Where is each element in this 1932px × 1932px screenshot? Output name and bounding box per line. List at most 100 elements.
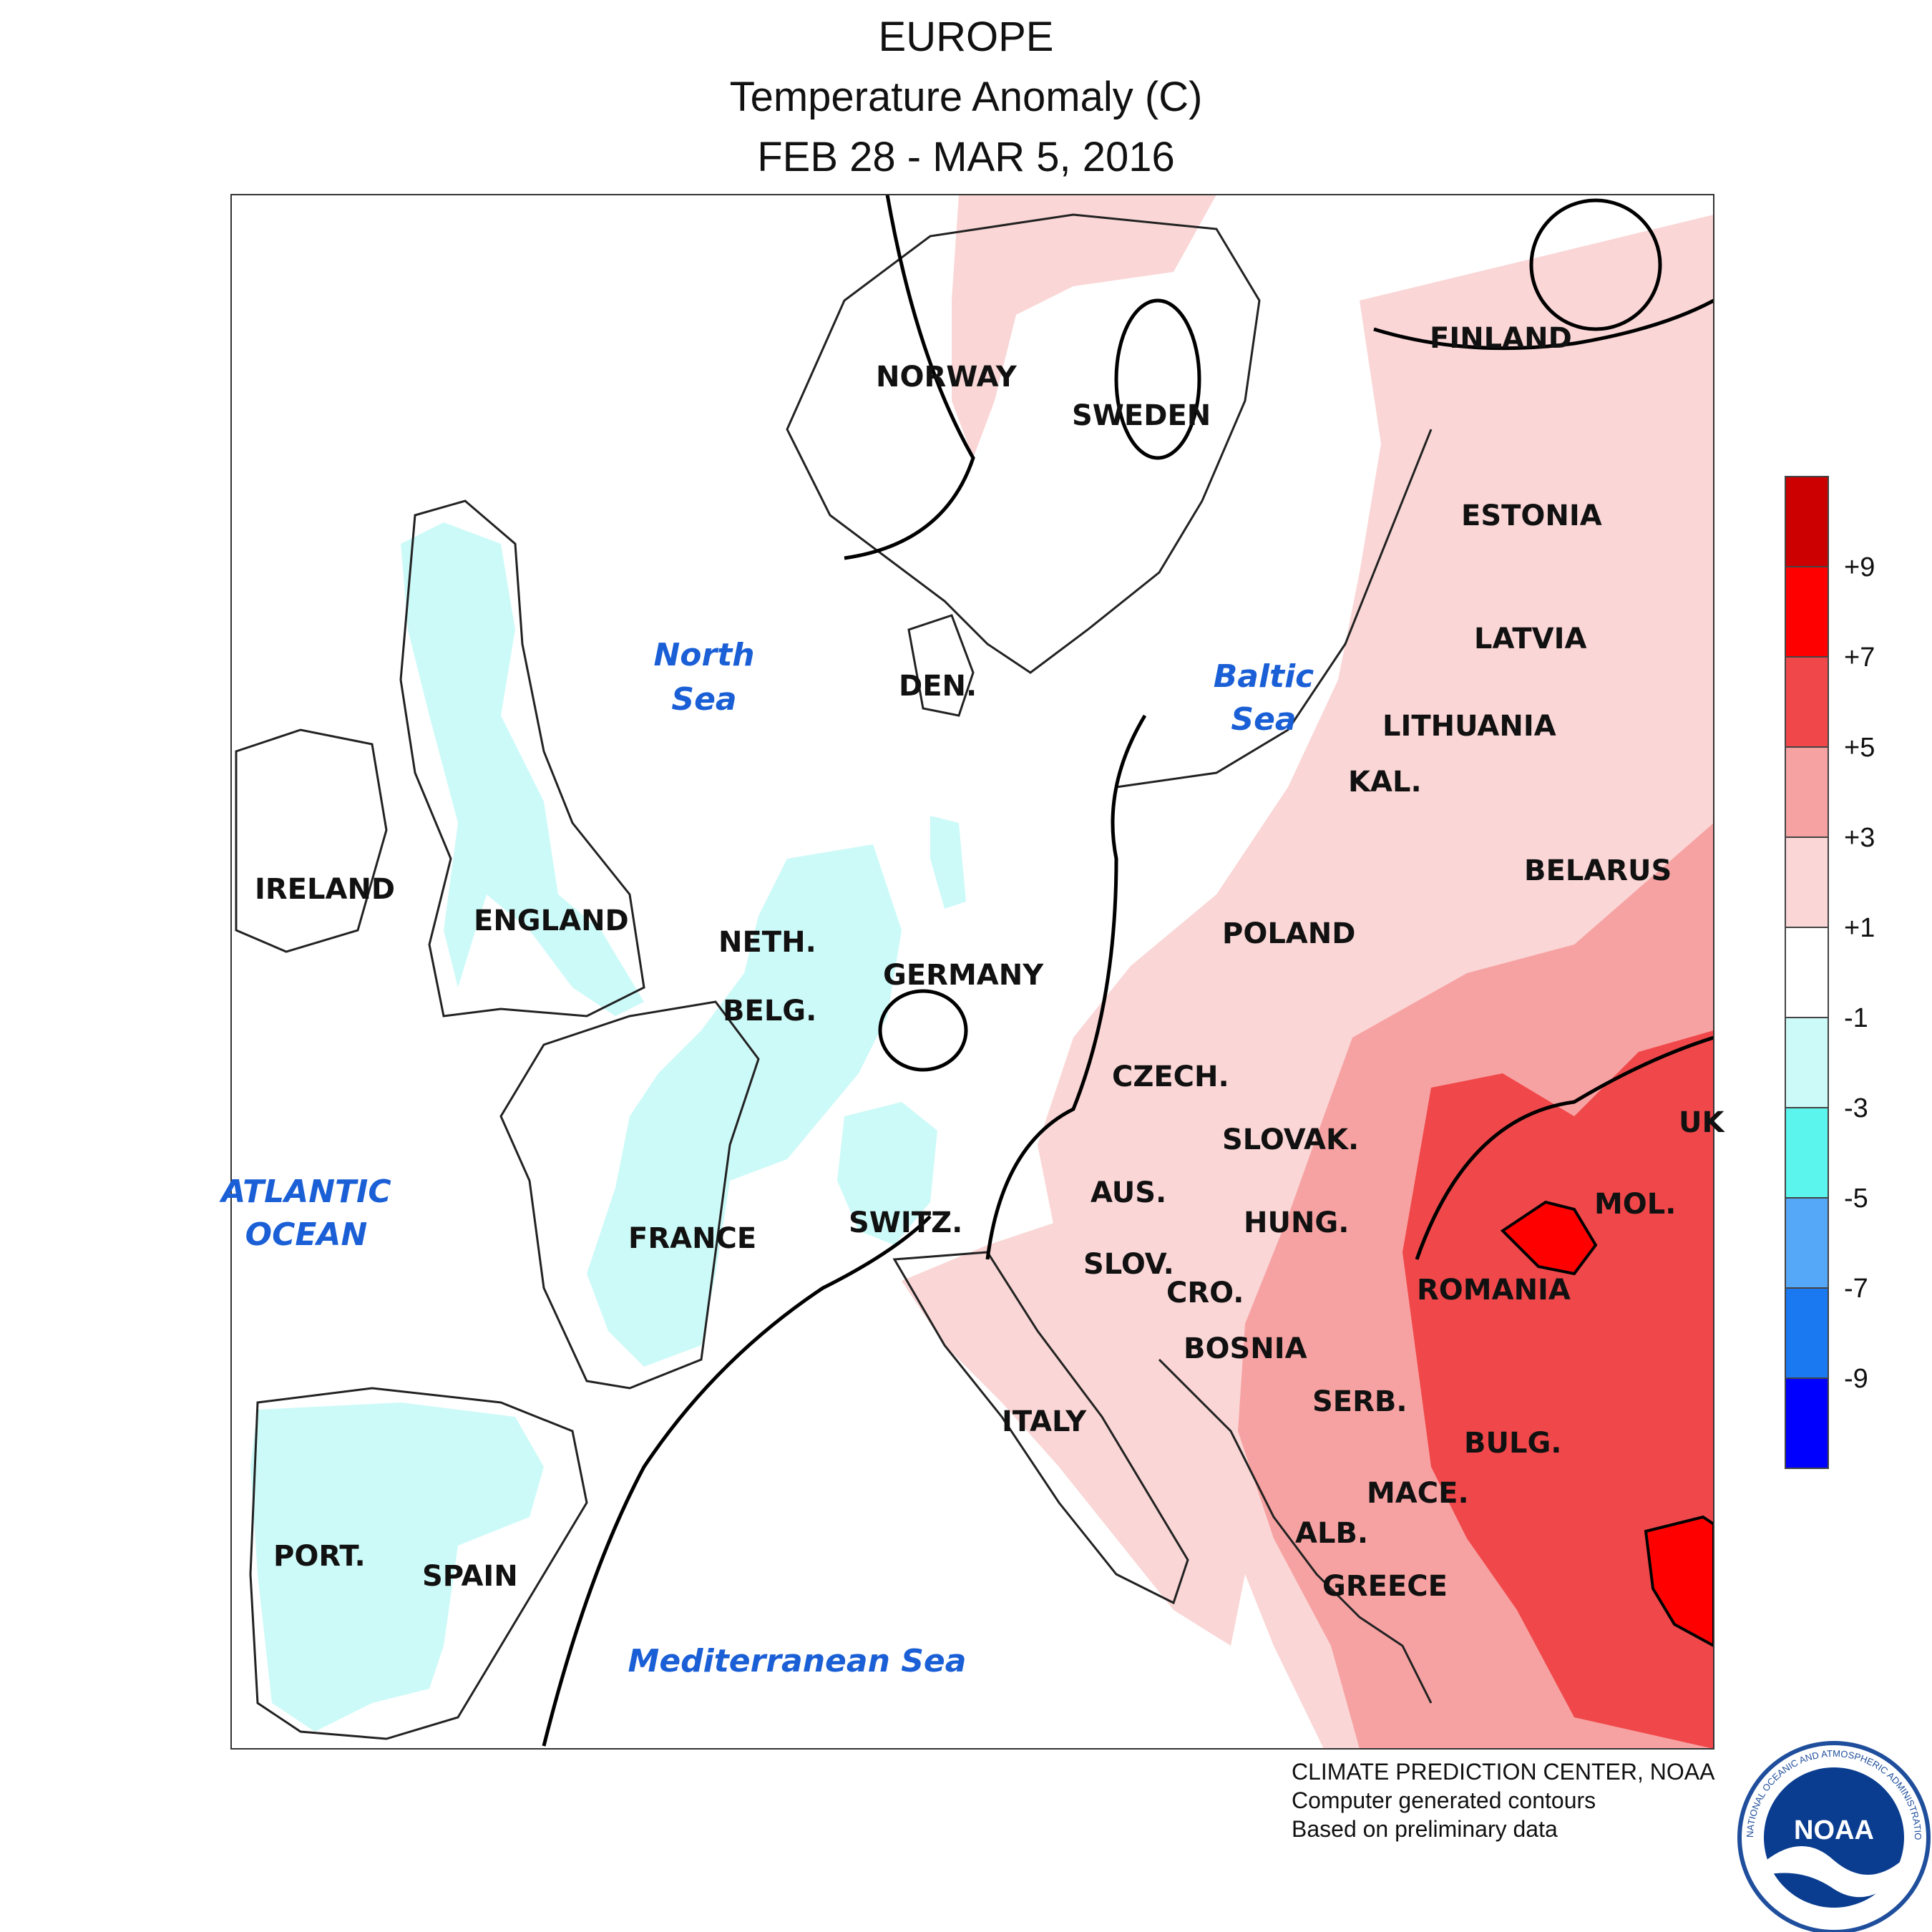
label-macedonia: MACE. [1367, 1477, 1469, 1510]
coast-britain [399, 499, 645, 1018]
label-moldova: MOL. [1594, 1188, 1677, 1221]
country-labels: NORWAY SWEDEN FINLAND ESTONIA LATVIA LIT… [255, 322, 1725, 1603]
contour-finland-arc [1373, 298, 1714, 351]
label-north-sea-1: North [653, 637, 754, 673]
legend-label: +9 [1844, 552, 1875, 582]
coast-italy [892, 1251, 1189, 1605]
label-portugal: PORT. [273, 1540, 366, 1573]
legend-swatch [1785, 1197, 1829, 1289]
label-atlantic-1: ATLANTIC [219, 1174, 391, 1210]
coast-balkans [1158, 1358, 1433, 1704]
cool-region-germany-north [930, 816, 966, 909]
legend-swatch [1785, 656, 1829, 748]
credit-line-3: Based on preliminary data [1292, 1816, 1558, 1842]
label-atlantic-2: OCEAN [245, 1216, 368, 1253]
label-norway: NORWAY [876, 361, 1018, 394]
cool-region-iberia [250, 1402, 544, 1732]
label-slovakia: SLOVAK. [1222, 1123, 1359, 1156]
coast-scandinavia [786, 213, 1261, 674]
coast-iberia [249, 1387, 588, 1740]
coastlines [235, 213, 1433, 1740]
legend-swatches [1785, 476, 1829, 1469]
legend-label: +1 [1844, 913, 1875, 943]
label-netherlands: NETH. [718, 926, 816, 959]
warm-region-north [952, 195, 1216, 458]
legend-label: +7 [1844, 643, 1875, 673]
label-spain: SPAIN [422, 1560, 518, 1593]
contour-lines [542, 195, 1714, 1747]
label-bosnia: BOSNIA [1184, 1332, 1307, 1365]
credit-line-2: Computer generated contours [1292, 1787, 1596, 1813]
label-france: FRANCE [628, 1222, 756, 1255]
label-north-sea-2: Sea [671, 681, 736, 718]
label-uk: UK [1679, 1106, 1725, 1139]
contour-east-red [1415, 1035, 1714, 1260]
map-frame [230, 194, 1714, 1750]
credits: CLIMATE PREDICTION CENTER, NOAA Computer… [1292, 1757, 1714, 1843]
label-sweden: SWEDEN [1072, 399, 1211, 432]
label-belgium: BELG. [723, 995, 816, 1028]
legend-label: -5 [1844, 1184, 1868, 1214]
contour-germany [878, 989, 968, 1072]
label-poland: POLAND [1222, 917, 1355, 950]
water-labels: North Sea Baltic Sea ATLANTIC OCEAN Medi… [219, 637, 1314, 1679]
legend-swatch [1785, 1017, 1829, 1108]
map-title-period: FEB 28 - MAR 5, 2016 [757, 134, 1175, 180]
map-title-variable: Temperature Anomaly (C) [729, 74, 1203, 120]
legend: +9 +7 +5 +3 +1 -1 -3 -5 -7 -9 [1785, 476, 1875, 1469]
legend-labels: +9 +7 +5 +3 +1 -1 -3 -5 -7 -9 [1844, 552, 1875, 1394]
label-baltic-sea-1: Baltic [1214, 658, 1314, 695]
legend-swatch [1785, 476, 1829, 567]
legend-swatch [1785, 746, 1829, 838]
label-estonia: ESTONIA [1461, 499, 1602, 532]
contour-zero-north [844, 195, 975, 560]
label-baltic-sea-2: Sea [1231, 701, 1296, 738]
cool-region-britain [401, 522, 644, 1016]
label-ireland: IRELAND [255, 873, 395, 906]
warm-core-turkey [1644, 1515, 1714, 1648]
label-austria: AUS. [1091, 1176, 1166, 1209]
coast-denmark [907, 614, 975, 717]
label-bulgaria: BULG. [1464, 1427, 1561, 1460]
label-romania: ROMANIA [1417, 1274, 1571, 1307]
label-latvia: LATVIA [1474, 623, 1586, 655]
title-block: EUROPE Temperature Anomaly (C) FEB 28 - … [0, 7, 1932, 187]
cool-region-alps [837, 1102, 937, 1245]
label-england: ENGLAND [474, 904, 629, 937]
label-germany: GERMANY [883, 959, 1044, 992]
contour-zero-central [985, 714, 1147, 1260]
legend-label: -9 [1844, 1364, 1868, 1394]
legend-swatch [1785, 1107, 1829, 1199]
label-kal: KAL. [1348, 766, 1422, 799]
label-czech: CZECH. [1112, 1060, 1229, 1093]
label-finland: FINLAND [1430, 322, 1572, 355]
credit-line-1: CLIMATE PREDICTION CENTER, NOAA [1292, 1759, 1715, 1785]
label-greece: GREECE [1322, 1570, 1448, 1603]
legend-swatch [1785, 836, 1829, 928]
cool-region-benelux-france [587, 844, 902, 1367]
warm-core-romania [1500, 1200, 1598, 1276]
coast-france [499, 1000, 760, 1390]
legend-swatch [1785, 1377, 1829, 1469]
noaa-logo-bird [1766, 1846, 1902, 1898]
contour-zero-west [542, 1215, 932, 1747]
label-croatia: CRO. [1166, 1277, 1244, 1309]
label-slovenia: SLOV. [1083, 1248, 1174, 1281]
legend-label: -7 [1844, 1274, 1868, 1304]
label-albania: ALB. [1295, 1517, 1368, 1550]
warm-region-italy [902, 1216, 1245, 1646]
coast-ireland [235, 728, 388, 953]
legend-label: -3 [1844, 1093, 1868, 1123]
label-italy: ITALY [1002, 1405, 1087, 1438]
noaa-logo-text: NOAA [1794, 1815, 1874, 1845]
label-mediterranean: Mediterranean Sea [628, 1643, 967, 1679]
label-serbia: SERB. [1312, 1385, 1407, 1418]
anomaly-shading [250, 195, 1714, 1749]
label-switzerland: SWITZ. [849, 1206, 962, 1239]
label-lithuania: LITHUANIA [1382, 710, 1556, 743]
legend-label: +5 [1844, 733, 1875, 763]
legend-swatch [1785, 566, 1829, 658]
label-belarus: BELARUS [1524, 854, 1672, 887]
coast-baltic [1116, 429, 1433, 789]
legend-label: +3 [1844, 823, 1875, 853]
